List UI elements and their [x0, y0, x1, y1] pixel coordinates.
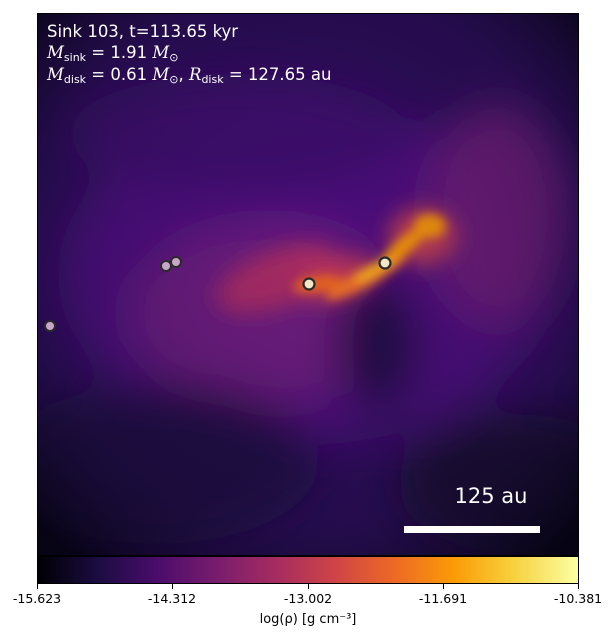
- sink-marker: [44, 320, 56, 332]
- sink-mass-line: Msink = 1.91 M⊙: [47, 43, 179, 64]
- colorbar: [37, 556, 579, 584]
- msun-unit: M: [152, 43, 170, 62]
- sink-marker: [160, 260, 172, 272]
- colorbar-tick: [578, 584, 579, 589]
- disk-radius-value: 127.65: [247, 65, 306, 84]
- density-map: [38, 14, 578, 555]
- sink-mass-value: 1.91: [110, 43, 148, 62]
- colorbar-tick: [308, 584, 309, 589]
- colorbar-tick-label: -13.002: [283, 591, 333, 606]
- central-sink-marker: [302, 277, 316, 291]
- au-unit: au: [310, 65, 332, 84]
- colorbar-tick-label: -15.623: [12, 591, 62, 606]
- colorbar-tick: [172, 584, 173, 589]
- sink-marker: [170, 256, 182, 268]
- colorbar-tick-label: -11.691: [418, 591, 468, 606]
- scale-bar: [404, 526, 540, 533]
- colorbar-tick-label: -10.381: [553, 591, 603, 606]
- colorbar-tick: [443, 584, 444, 589]
- disk-mass-value: 0.61: [110, 65, 148, 84]
- density-projection-panel: Sink 103, t=113.65 kyr Msink = 1.91 M⊙ M…: [37, 13, 579, 556]
- scale-bar-label: 125 au: [454, 484, 528, 508]
- sink-title: Sink 103, t=113.65 kyr: [47, 22, 239, 41]
- colorbar-label: log(ρ) [g cm⁻³]: [259, 612, 357, 627]
- sink-markers: [44, 256, 392, 332]
- colorbar-tick: [37, 584, 38, 589]
- disk-line: Mdisk = 0.61 M⊙, Rdisk = 127.65 au: [47, 65, 332, 86]
- colorbar-tick-label: -14.312: [147, 591, 197, 606]
- msun-unit: M: [152, 65, 170, 84]
- sink-marker: [378, 256, 392, 270]
